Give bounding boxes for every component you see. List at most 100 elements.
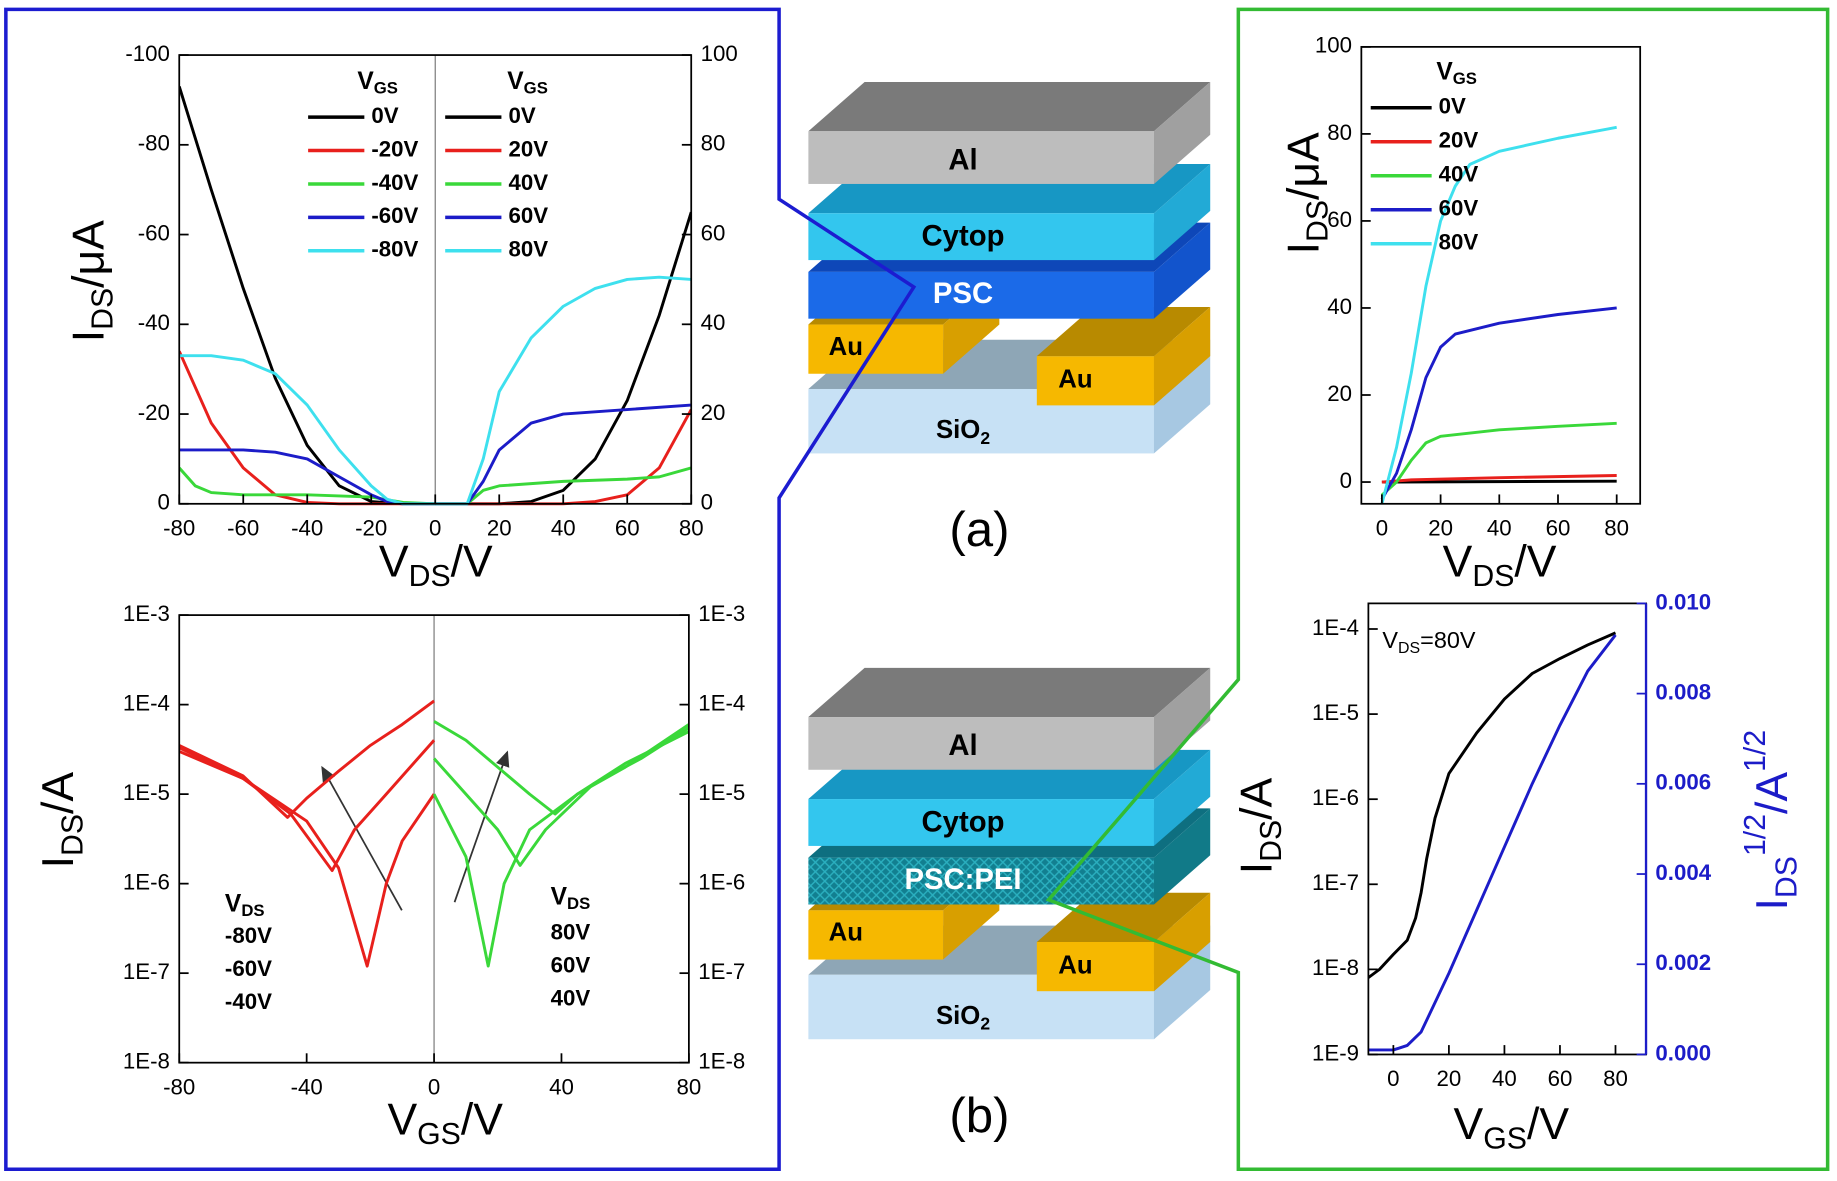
y-tick-label: 1E-9 bbox=[1312, 1040, 1359, 1065]
layer-side bbox=[1153, 892, 1211, 992]
x-tick-label: 80 bbox=[679, 515, 704, 540]
text-part: I bbox=[64, 330, 113, 342]
layer-label: Al bbox=[948, 143, 977, 176]
y-axis-label: IDS/A bbox=[1232, 777, 1288, 874]
series-line bbox=[433, 720, 689, 816]
legend-label: 0V bbox=[371, 103, 398, 128]
text-part: =80V bbox=[1420, 627, 1476, 653]
text-part: GS bbox=[374, 79, 398, 98]
series-line bbox=[1380, 306, 1617, 501]
panel-caption: (b) bbox=[949, 1088, 1009, 1143]
series-line bbox=[1380, 125, 1617, 505]
text-part: /A bbox=[34, 772, 83, 814]
x-axis-label: VGS/V bbox=[1454, 1100, 1570, 1156]
legend-title: VDS bbox=[225, 890, 265, 920]
x-tick-label: 0 bbox=[1376, 515, 1388, 540]
layer-front bbox=[808, 717, 1154, 770]
layer-label: PSC:PEI bbox=[904, 863, 1021, 896]
text-part: GS bbox=[524, 79, 548, 98]
layer-side bbox=[1153, 749, 1211, 846]
text-part: V bbox=[1454, 1100, 1484, 1149]
zoom-frame-b bbox=[1045, 7, 1830, 1172]
layer-top bbox=[808, 667, 1211, 718]
text-part: DS bbox=[1302, 200, 1335, 242]
series-line bbox=[179, 750, 436, 968]
series-line bbox=[1368, 634, 1617, 1052]
legend-label: -60V bbox=[225, 956, 272, 981]
x-tick-label: 80 bbox=[677, 1074, 702, 1099]
legend-label: 0V bbox=[508, 103, 535, 128]
text-part: /A bbox=[1232, 777, 1281, 819]
legend-label: -80V bbox=[371, 237, 418, 262]
text-part: SiO bbox=[936, 1002, 980, 1030]
y-tick-label: 1E-5 bbox=[1312, 700, 1359, 725]
legend-label: 40V bbox=[1439, 162, 1479, 187]
text-part: V bbox=[225, 890, 242, 917]
legend-label: 80V bbox=[1439, 230, 1479, 255]
electrode-label: Au bbox=[1058, 951, 1092, 979]
layer-front bbox=[1036, 356, 1154, 406]
x-tick-label: 0 bbox=[1387, 1066, 1399, 1091]
x-tick-label: -80 bbox=[163, 515, 195, 540]
y-tick-label: 1E-4 bbox=[123, 690, 170, 715]
y-tick-label: 100 bbox=[1315, 33, 1352, 58]
text-part: /μA bbox=[64, 220, 113, 288]
y-tick-label: 40 bbox=[1327, 294, 1352, 319]
text-part: DS bbox=[567, 894, 590, 913]
text-part: V bbox=[379, 537, 409, 586]
x-tick-label: 20 bbox=[1437, 1066, 1462, 1091]
substrate-label: SiO2 bbox=[936, 1002, 990, 1034]
x-tick-label: 40 bbox=[551, 515, 576, 540]
text-part: /V bbox=[1514, 537, 1556, 586]
layer-front bbox=[808, 910, 944, 960]
text-part: V bbox=[1382, 627, 1398, 653]
layer-front bbox=[1036, 941, 1154, 992]
x-tick-label: -20 bbox=[355, 515, 387, 540]
legend-label: -80V bbox=[225, 923, 272, 948]
text-part: DS bbox=[56, 814, 89, 856]
y2-tick-label: 20 bbox=[701, 400, 726, 425]
legend-label: 60V bbox=[1439, 196, 1479, 221]
legend-title: VGS bbox=[507, 68, 548, 98]
legend-label: -20V bbox=[371, 136, 418, 161]
y2-tick-label: 1E-4 bbox=[698, 690, 745, 715]
y-axis-label: IDS/μA bbox=[1279, 132, 1335, 254]
x-axis-label: VDS/V bbox=[1443, 537, 1557, 593]
layer-label: PSC bbox=[933, 277, 993, 310]
series-line bbox=[1368, 631, 1617, 979]
series-line bbox=[432, 723, 689, 968]
plot-frame bbox=[1360, 45, 1642, 505]
y2-tick-label: 1E-8 bbox=[698, 1049, 745, 1074]
text-part: GS bbox=[1483, 1122, 1527, 1155]
layer-front bbox=[808, 857, 1154, 905]
layer-side bbox=[1153, 667, 1211, 770]
text-part: I bbox=[1279, 242, 1328, 254]
text-part: DS bbox=[1398, 640, 1420, 657]
layer-top bbox=[1036, 306, 1211, 357]
legend-label: 0V bbox=[1439, 94, 1466, 119]
legend-title: VDS bbox=[551, 883, 591, 913]
text-part: V bbox=[357, 68, 374, 95]
y-tick-label: -80 bbox=[138, 131, 170, 156]
y2-tick-label: 0.004 bbox=[1655, 860, 1711, 885]
layer-front bbox=[808, 271, 1154, 319]
y-tick-label: 0 bbox=[158, 490, 170, 515]
text-part: V bbox=[551, 883, 568, 910]
text-part: /A bbox=[1748, 772, 1797, 814]
text-part: /μA bbox=[1279, 132, 1328, 200]
layer-label: Al bbox=[948, 729, 977, 762]
text-part: V bbox=[387, 1095, 417, 1144]
legend-label: -40V bbox=[371, 170, 418, 195]
y-axis-label: IDS/μA bbox=[64, 220, 120, 342]
legend-label: 40V bbox=[551, 985, 591, 1010]
text-part: V bbox=[507, 68, 524, 95]
layer-top bbox=[808, 82, 1211, 132]
series-line bbox=[1380, 421, 1617, 497]
y-tick-label: -100 bbox=[125, 41, 170, 66]
y2-tick-label: 0.002 bbox=[1655, 950, 1711, 975]
y2-tick-label: 60 bbox=[701, 220, 726, 245]
x-tick-label: 60 bbox=[1548, 1066, 1573, 1091]
y2-axis-label: IDS1/2/A1/2 bbox=[1739, 730, 1803, 911]
y2-tick-label: 80 bbox=[701, 131, 726, 156]
legend-title: VGS bbox=[357, 68, 398, 98]
